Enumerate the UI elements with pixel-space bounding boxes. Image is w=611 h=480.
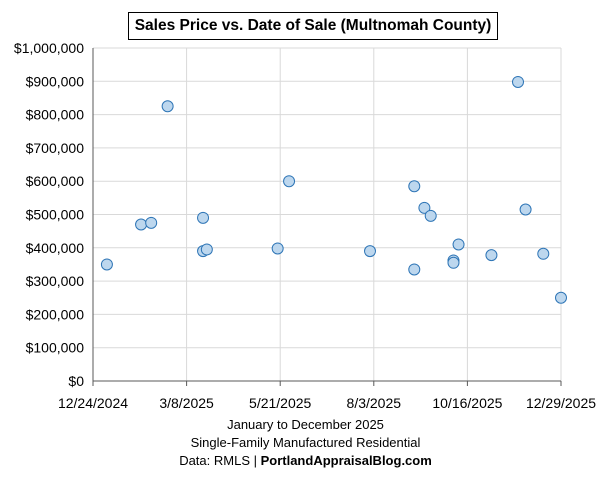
y-tick-label: $1,000,000 <box>14 40 84 56</box>
y-tick-label: $800,000 <box>26 107 85 123</box>
data-source: Data: RMLS | PortlandAppraisalBlog.com <box>0 453 611 468</box>
x-tick-label: 3/8/2025 <box>159 395 214 411</box>
y-tick-label: $300,000 <box>26 273 85 289</box>
chart-title: Sales Price vs. Date of Sale (Multnomah … <box>128 12 498 40</box>
data-points <box>100 75 567 304</box>
data-point <box>452 238 465 251</box>
data-point <box>271 242 284 255</box>
data-point <box>511 75 524 88</box>
y-tick-label: $500,000 <box>26 207 85 223</box>
data-point <box>283 175 296 188</box>
data-source-site: PortlandAppraisalBlog.com <box>260 453 432 468</box>
data-point <box>418 201 431 214</box>
y-tick-label: $100,000 <box>26 340 85 356</box>
data-point <box>408 263 421 276</box>
data-point <box>424 209 437 222</box>
data-point <box>519 203 532 216</box>
x-tick-label: 8/3/2025 <box>347 395 402 411</box>
x-tick-label: 12/24/2024 <box>58 395 128 411</box>
x-tick-label: 5/21/2025 <box>249 395 311 411</box>
data-point <box>200 243 213 256</box>
data-point <box>485 249 498 262</box>
axes <box>92 48 561 382</box>
chart-subtitle: Single-Family Manufactured Residential <box>190 435 421 450</box>
y-tick-label: $900,000 <box>26 73 85 89</box>
data-point <box>447 256 460 269</box>
y-tick-label: $600,000 <box>26 173 85 189</box>
y-tick-label: $0 <box>68 373 84 389</box>
x-axis-label: January to December 2025 <box>227 417 384 432</box>
data-point <box>408 180 421 193</box>
data-point <box>537 247 550 260</box>
data-point <box>100 258 113 271</box>
data-point <box>555 291 567 304</box>
data-point <box>135 218 148 231</box>
x-tick-label: 10/16/2025 <box>432 395 502 411</box>
data-source-prefix: Data: RMLS | <box>179 453 261 468</box>
data-point <box>364 245 377 258</box>
data-point <box>161 100 174 113</box>
y-tick-label: $400,000 <box>26 240 85 256</box>
gridlines <box>93 47 562 381</box>
data-point <box>145 216 158 229</box>
data-point <box>197 211 210 224</box>
x-tick-label: 12/29/2025 <box>526 395 596 411</box>
x-axis-ticks: 12/24/2024 3/8/2025 5/21/2025 8/3/2025 10/16… <box>58 381 596 411</box>
y-tick-label: $200,000 <box>26 306 85 322</box>
y-axis-ticks: $0 $100,000 $200,000 $300,000 $400,000 $500,0… <box>14 40 84 389</box>
y-tick-label: $700,000 <box>26 140 85 156</box>
